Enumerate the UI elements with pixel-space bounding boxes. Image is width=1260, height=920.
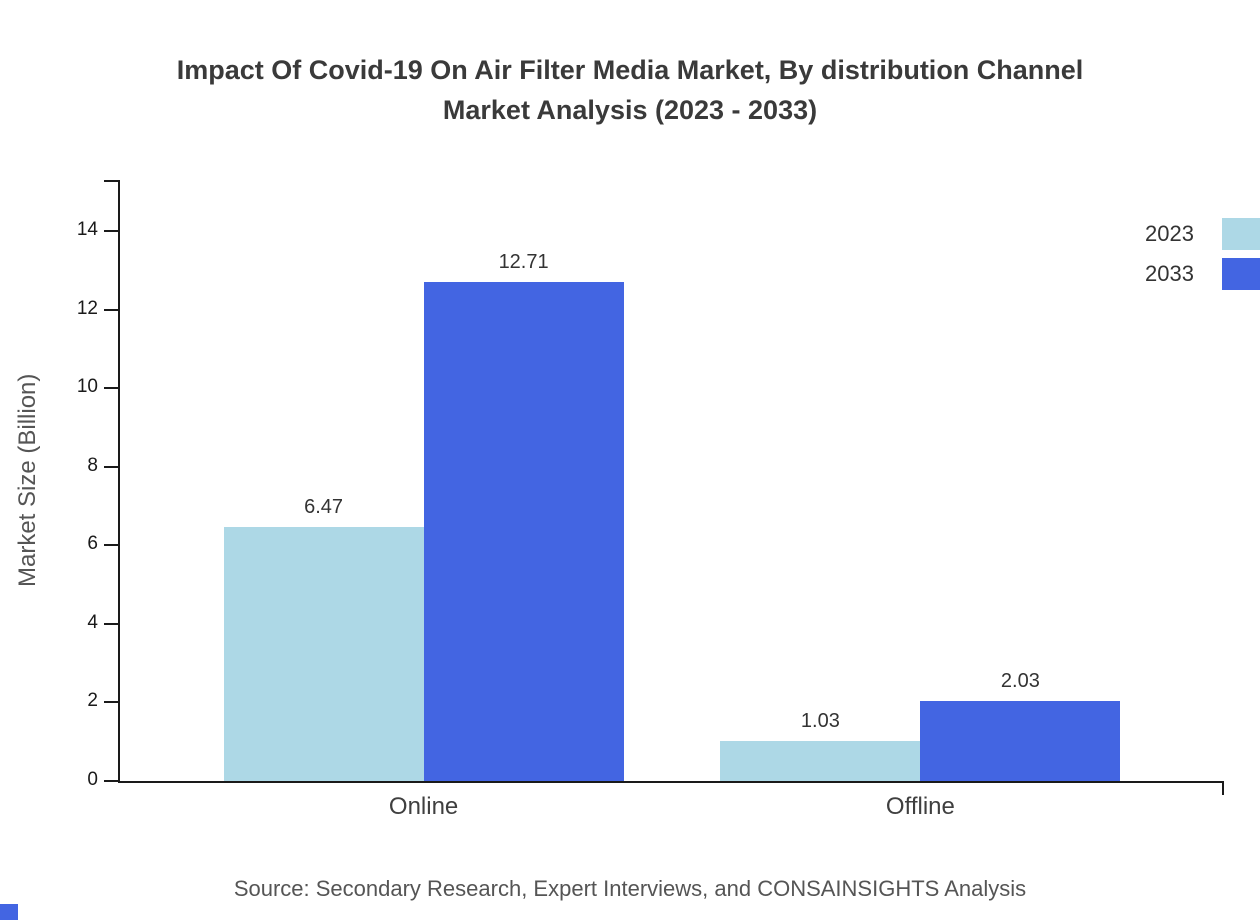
x-category-label: Online bbox=[388, 793, 459, 820]
bar-2023-online bbox=[223, 526, 424, 781]
y-axis-label: Market Size (Billion) bbox=[14, 373, 41, 588]
bar-2023-offline bbox=[720, 740, 921, 781]
bar-2033-offline bbox=[920, 701, 1121, 781]
y-tick-label: 14 bbox=[76, 219, 98, 241]
y-tick-label: 6 bbox=[87, 533, 98, 555]
legend-item-2033: 2033 bbox=[1145, 258, 1260, 290]
corner-accent bbox=[0, 904, 18, 920]
y-tick bbox=[104, 387, 118, 390]
value-label: 2.03 bbox=[1000, 670, 1040, 693]
value-label: 1.03 bbox=[800, 709, 840, 732]
legend: 2023 2033 bbox=[1145, 218, 1260, 290]
value-label: 6.47 bbox=[304, 495, 344, 518]
y-tick-label: 0 bbox=[87, 769, 98, 790]
y-tick bbox=[104, 622, 118, 625]
y-tick-label: 12 bbox=[76, 297, 98, 319]
y-tick bbox=[104, 465, 118, 468]
y-tick bbox=[104, 308, 118, 311]
x-axis-end-cap bbox=[1222, 783, 1224, 795]
y-tick bbox=[104, 544, 118, 547]
legend-swatch-2023 bbox=[1222, 218, 1260, 250]
y-tick-label: 8 bbox=[87, 454, 98, 476]
x-category-label: Offline bbox=[885, 793, 955, 820]
legend-label: 2033 bbox=[1145, 261, 1194, 286]
y-tick bbox=[104, 701, 118, 704]
chart-title: Impact Of Covid-19 On Air Filter Media M… bbox=[0, 50, 1260, 130]
plot-area: 0 2 4 6 8 10 12 14 6.47 12.71 Online 1.03 2.03 Offlin… bbox=[77, 180, 1224, 820]
chart-title-line2: Market Analysis (2023 - 2033) bbox=[442, 95, 818, 125]
legend-label: 2023 bbox=[1145, 221, 1194, 246]
value-label: 12.71 bbox=[498, 250, 549, 273]
y-tick bbox=[104, 780, 118, 782]
bar-2033-online bbox=[423, 281, 624, 781]
chart-title-line1: Impact Of Covid-19 On Air Filter Media M… bbox=[176, 55, 1084, 85]
legend-item-2023: 2023 bbox=[1145, 218, 1260, 250]
y-tick-label: 4 bbox=[87, 611, 98, 633]
source-note: Source: Secondary Research, Expert Inter… bbox=[233, 876, 1027, 901]
y-tick-label: 10 bbox=[76, 376, 98, 398]
legend-swatch-2033 bbox=[1222, 258, 1260, 290]
y-tick-label: 2 bbox=[87, 690, 98, 712]
y-axis-top-cap bbox=[104, 180, 118, 182]
y-tick bbox=[104, 230, 118, 233]
